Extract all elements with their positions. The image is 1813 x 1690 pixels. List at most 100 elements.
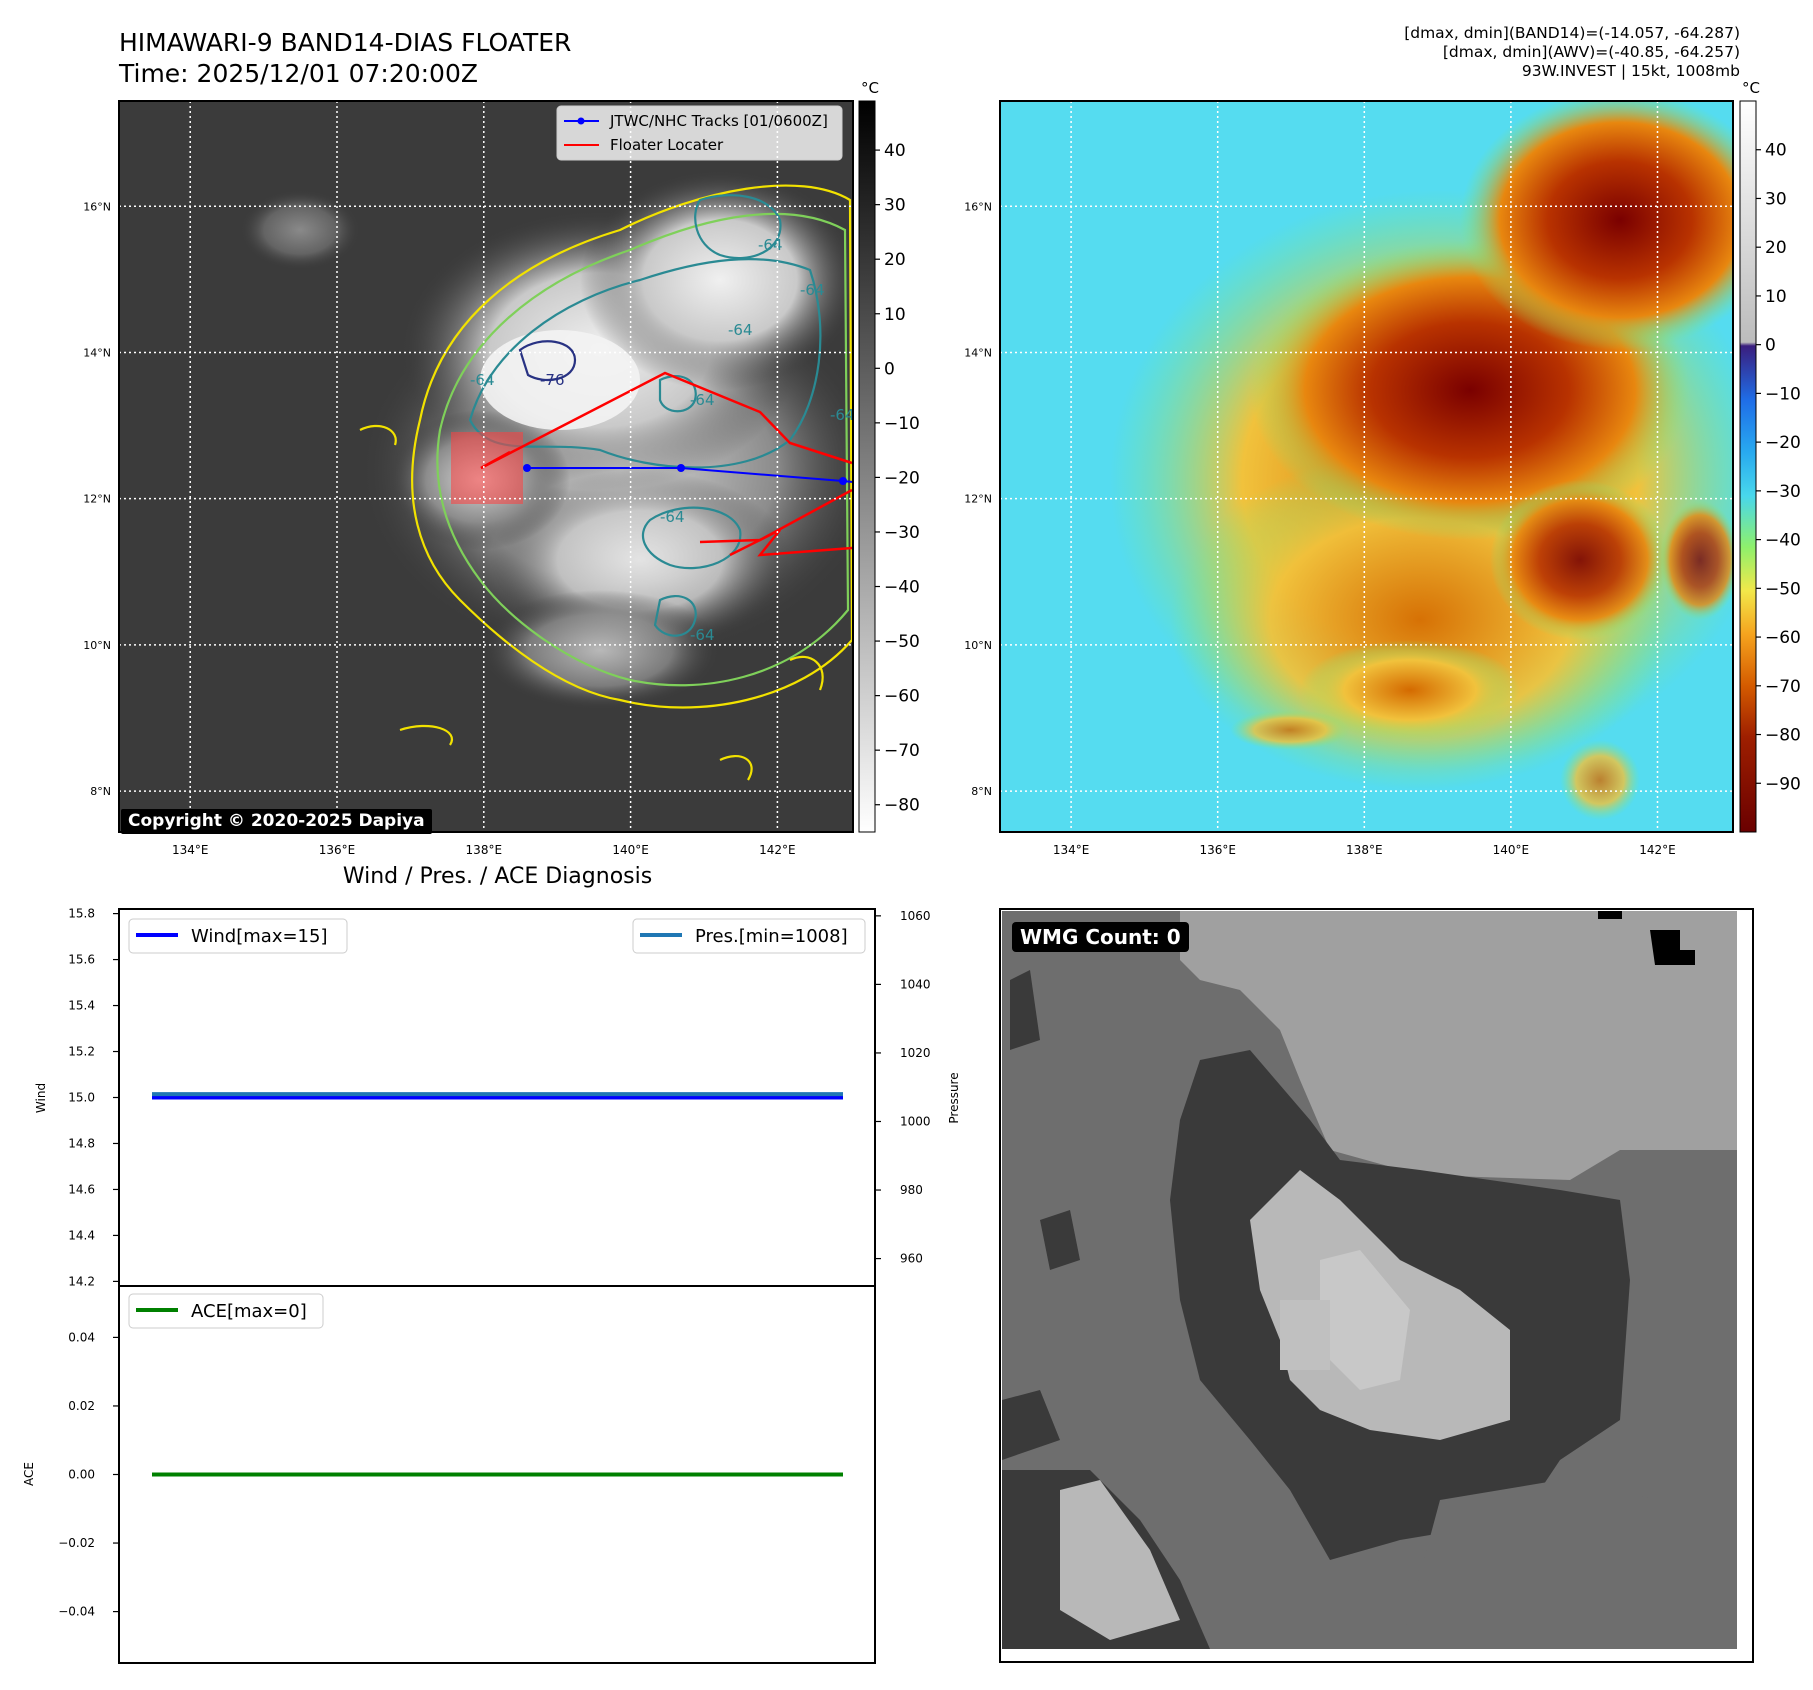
colorbar-tick-label: 40 [1765, 141, 1787, 161]
lon-tick-label: 134°E [1053, 843, 1090, 857]
contour-label: -76 [540, 371, 565, 389]
contour-label: -64 [800, 281, 825, 299]
contour-label: -64 [470, 371, 495, 389]
contour-labels: -64 -64 -64 -64 -64 -64 -76 -64 -64 [470, 236, 853, 644]
wind-tick-label: 15.0 [68, 1091, 95, 1105]
lat-tick-label: 8°N [971, 785, 992, 798]
ace-legend-label: ACE[max=0] [191, 1301, 307, 1322]
colorbar-tick-label: −60 [1765, 628, 1801, 648]
colorbar-tick-label: −60 [884, 687, 920, 707]
copyright-badge: Copyright © 2020-2025 Dapiya [121, 809, 432, 834]
pressure-tick-label: 1040 [900, 977, 931, 991]
lon-tick-label: 142°E [759, 843, 796, 857]
colorbar-tick-label: −10 [884, 414, 920, 434]
colorbar-tick-label: 20 [1765, 238, 1787, 258]
wmg-count-badge: WMG Count: 0 [1012, 922, 1189, 952]
ir-map-frame [118, 100, 854, 833]
awv-range: [dmax, dmin](AWV)=(-40.85, -64.257) [1442, 43, 1740, 61]
colorbar-tick-label: −80 [884, 796, 920, 816]
lon-tick-label: 136°E [1199, 843, 1236, 857]
pressure-legend: Pres.[min=1008] [632, 918, 866, 954]
contour-label: -64 [690, 391, 715, 409]
colorbar-tick-label: 20 [884, 250, 906, 270]
pressure-axis-ticks: 1060 1040 1020 1000 980 960 [875, 909, 931, 1266]
lon-tick-label: 138°E [1346, 843, 1383, 857]
lat-tick-label: 12°N [83, 493, 111, 506]
wind-tick-label: 14.4 [68, 1228, 95, 1242]
ace-tick-label: 0.00 [68, 1468, 95, 1482]
colorbar-tick-label: 30 [884, 196, 906, 216]
ir-contours [359, 184, 853, 781]
ace-axis-ticks: 0.04 0.02 0.00 −0.02 −0.04 [58, 1330, 119, 1619]
storm-info: 93W.INVEST | 15kt, 1008mb [1521, 62, 1740, 80]
pressure-axis-label: Pressure [947, 1072, 961, 1123]
contour-label: -64 [660, 508, 685, 526]
ir-map-ticks: 134°E 136°E 138°E 140°E 142°E 16°N 14°N 12°N 10°… [83, 200, 795, 857]
colorbar-tick-label: 0 [1765, 336, 1776, 356]
awv-map [1000, 101, 1733, 832]
pressure-tick-label: 1020 [900, 1046, 931, 1060]
wind-tick-label: 14.6 [68, 1182, 95, 1196]
floater-locater [480, 371, 853, 557]
lon-tick-label: 138°E [466, 843, 503, 857]
ace-axis-label: ACE [22, 1462, 36, 1486]
track-legend-label: JTWC/NHC Tracks [01/0600Z] [609, 112, 828, 130]
wind-legend-label: Wind[max=15] [191, 926, 328, 947]
colorbar-tick-label: −40 [884, 578, 920, 598]
awv-map-ticks: 134°E 136°E 138°E 140°E 142°E 16°N 14°N 12°N 10°… [964, 200, 1675, 857]
lon-tick-label: 142°E [1639, 843, 1676, 857]
pressure-legend-label: Pres.[min=1008] [695, 926, 848, 947]
wind-legend: Wind[max=15] [128, 918, 348, 954]
lat-tick-label: 14°N [964, 346, 992, 359]
ace-legend: ACE[max=0] [128, 1293, 324, 1329]
lat-tick-label: 16°N [964, 200, 992, 213]
band14-range: [dmax, dmin](BAND14)=(-14.057, -64.287) [1404, 24, 1740, 42]
pressure-tick-label: 1000 [900, 1114, 931, 1128]
ace-tick-label: −0.02 [58, 1536, 95, 1550]
contour-label: -64 [758, 236, 783, 254]
awv-colorbar-ticks: 40 30 20 10 0 −10 −20 −30 −40 −50 −60 −70 −80 −90 [1756, 141, 1801, 794]
lon-tick-label: 136°E [319, 843, 356, 857]
colorbar-tick-label: 10 [884, 305, 906, 325]
lon-tick-label: 134°E [172, 843, 209, 857]
wind-tick-label: 15.6 [68, 953, 95, 967]
wind-tick-label: 14.8 [68, 1136, 95, 1150]
pressure-tick-label: 980 [900, 1183, 923, 1197]
ir-map: -64 -64 -64 -64 -64 -64 -76 -64 -64 [119, 101, 853, 832]
wind-tick-label: 15.2 [68, 1045, 95, 1059]
wmg-pixel-field [1002, 911, 1737, 1649]
colorbar-tick-label: −30 [1765, 482, 1801, 502]
wind-axis-label: Wind [34, 1083, 48, 1113]
lat-tick-label: 8°N [90, 785, 111, 798]
colorbar-tick-label: −70 [1765, 677, 1801, 697]
colorbar-tick-label: −30 [884, 523, 920, 543]
contour-label: -64 [728, 321, 753, 339]
jtwc-track [523, 464, 853, 485]
ace-tick-label: 0.04 [68, 1330, 95, 1344]
awv-moisture-field [1110, 101, 1733, 820]
lat-tick-label: 10°N [964, 639, 992, 652]
ir-cloud-field [240, 170, 853, 710]
ir-colorbar-unit: °C [861, 79, 879, 97]
wind-tick-label: 15.4 [68, 999, 95, 1013]
colorbar-tick-label: −20 [1765, 433, 1801, 453]
title-time: Time: 2025/12/01 07:20:00Z [119, 59, 478, 88]
wmg-panel [999, 908, 1754, 1663]
colorbar-tick-label: 40 [884, 141, 906, 161]
diagnosis-title: Wind / Pres. / ACE Diagnosis [342, 864, 653, 889]
lat-tick-label: 12°N [964, 493, 992, 506]
floater-box [451, 432, 523, 504]
wind-tick-label: 15.8 [68, 907, 95, 921]
lat-tick-label: 14°N [83, 346, 111, 359]
colorbar-tick-label: −90 [1765, 774, 1801, 794]
colorbar-tick-label: −50 [884, 632, 920, 652]
title-satellite: HIMAWARI-9 BAND14-DIAS FLOATER [119, 28, 572, 57]
wind-axis-ticks: 15.8 15.6 15.4 15.2 15.0 14.8 14.6 14.4 14.2 [68, 907, 119, 1288]
awv-map-frame [999, 100, 1734, 833]
track-point [677, 464, 685, 472]
colorbar-tick-label: −10 [1765, 384, 1801, 404]
ace-chart: 0.04 0.02 0.00 −0.02 −0.04 ACE ACE[max=0] [22, 1285, 876, 1664]
colorbar-tick-label: −70 [884, 741, 920, 761]
colorbar-tick-label: 30 [1765, 189, 1787, 209]
awv-gridlines [1000, 101, 1733, 832]
